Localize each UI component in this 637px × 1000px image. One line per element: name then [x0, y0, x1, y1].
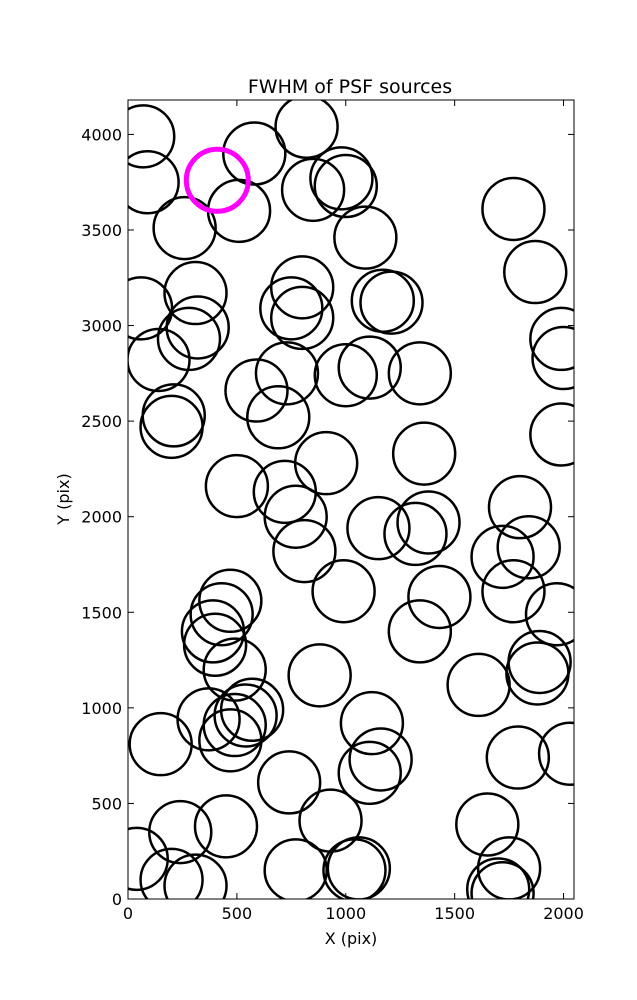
source-marker — [313, 343, 379, 408]
y-tick-label: 4000 — [81, 125, 122, 144]
y-tick-label: 3000 — [81, 317, 122, 336]
source-marker — [537, 721, 574, 786]
x-tick-label: 2000 — [543, 904, 584, 923]
source-marker — [163, 853, 228, 899]
source-marker — [470, 524, 535, 590]
source-marker — [481, 559, 546, 624]
source-marker — [496, 515, 561, 580]
x-axis-ticks: 0 500 1000 1500 2000 — [123, 100, 584, 923]
source-marker — [502, 239, 568, 305]
source-marker — [313, 153, 379, 219]
source-marker — [274, 100, 339, 160]
source-marker — [470, 861, 535, 899]
source-marker — [269, 285, 335, 351]
source-marker — [309, 146, 374, 211]
source-marker — [311, 559, 376, 624]
y-tick-label: 1500 — [81, 603, 122, 622]
source-marker — [391, 421, 457, 486]
source-marker — [287, 643, 352, 708]
source-marker — [348, 727, 413, 792]
source-marker — [322, 838, 387, 899]
source-marker — [481, 176, 546, 242]
source-marker — [485, 725, 551, 790]
source-marker — [198, 568, 263, 634]
source-marker — [280, 157, 346, 223]
source-marker — [272, 518, 337, 584]
source-marker — [128, 327, 191, 393]
y-axis-ticks: 0 500 1000 1500 2000 2500 3000 3500 4000 — [81, 125, 574, 909]
source-marker — [326, 836, 392, 899]
y-tick-label: 2000 — [81, 508, 122, 527]
y-tick-label: 2500 — [81, 412, 122, 431]
source-marker — [222, 121, 287, 186]
x-tick-label: 1000 — [325, 904, 366, 923]
chart-title: FWHM of PSF sources — [248, 76, 452, 98]
source-marker — [487, 474, 553, 540]
x-tick-label: 500 — [222, 904, 253, 923]
source-marker — [165, 295, 230, 360]
source-marker — [189, 581, 254, 647]
x-tick-label: 1500 — [434, 904, 475, 923]
source-marker — [359, 270, 424, 335]
source-marker — [139, 847, 204, 899]
source-marker — [213, 683, 278, 748]
source-marker — [139, 394, 204, 460]
x-axis-label: X (pix) — [325, 929, 378, 948]
source-marker — [259, 276, 324, 341]
source-marker — [152, 195, 217, 261]
source-marker — [337, 740, 402, 806]
highlighted-source-marker — [183, 146, 251, 214]
source-marker — [198, 708, 263, 773]
source-marker — [224, 358, 289, 423]
source-marker — [128, 711, 193, 777]
y-tick-label: 500 — [91, 794, 122, 813]
y-tick-label: 1000 — [81, 699, 122, 718]
source-marker — [476, 836, 542, 899]
source-marker — [529, 306, 574, 372]
source-marker — [128, 826, 169, 892]
source-marker — [193, 794, 259, 859]
source-marker — [396, 490, 461, 555]
source-marker — [505, 641, 570, 706]
plot-area — [128, 100, 574, 899]
y-tick-label: 0 — [112, 890, 122, 909]
source-marker — [182, 612, 248, 678]
source-marker — [293, 430, 359, 496]
source-marker — [524, 581, 574, 647]
source-marker — [387, 341, 453, 406]
source-marker — [263, 838, 328, 899]
source-marker — [529, 402, 574, 467]
source-marker — [455, 792, 520, 857]
source-marker — [256, 750, 322, 815]
y-axis-label: Y (pix) — [54, 473, 73, 525]
x-tick-label: 0 — [123, 904, 133, 923]
source-marker — [163, 260, 228, 326]
source-marker — [254, 341, 320, 406]
y-tick-label: 3500 — [81, 221, 122, 240]
source-marker — [148, 799, 213, 865]
source-marker — [339, 690, 405, 756]
source-marker — [263, 484, 328, 549]
source-marker — [531, 325, 574, 391]
source-marker — [246, 385, 311, 450]
source-marker — [446, 652, 511, 718]
source-marker — [383, 501, 448, 567]
source-marker — [141, 383, 206, 448]
source-marker — [465, 857, 531, 899]
source-marker — [128, 149, 180, 215]
source-marker — [407, 564, 472, 630]
plot-frame — [127, 99, 575, 900]
source-marker — [204, 453, 270, 519]
source-marker — [387, 599, 453, 664]
source-marker — [128, 104, 176, 169]
source-marker — [337, 335, 402, 400]
source-marker — [333, 205, 398, 270]
source-marker — [346, 495, 411, 561]
source-marker — [269, 255, 335, 320]
source-marker — [252, 459, 318, 525]
